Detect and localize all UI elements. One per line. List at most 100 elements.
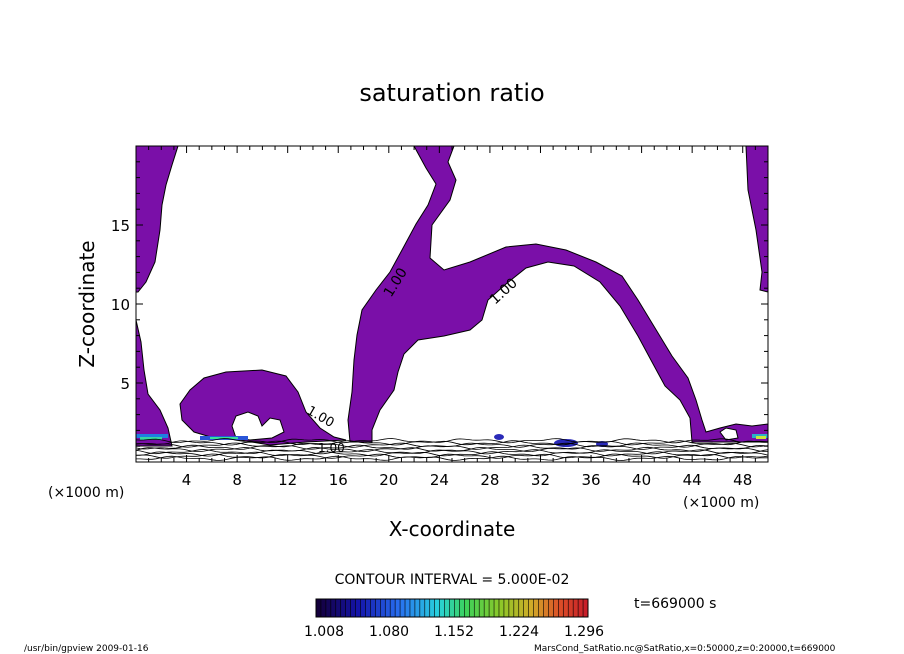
- x-axis-title: X-coordinate: [389, 517, 516, 541]
- colorbar-segment: [494, 599, 500, 617]
- footer-left: /usr/bin/gpview 2009-01-16: [24, 644, 149, 654]
- colorbar-segment: [395, 599, 401, 617]
- colorbar-labels: 1.008 1.080 1.152 1.224 1.296: [304, 624, 604, 640]
- colorbar-segment: [439, 599, 445, 617]
- colorbar-segment: [320, 599, 327, 617]
- x-tick-label-6: 28: [480, 471, 499, 489]
- colorbar-label-3: 1.224: [499, 624, 539, 640]
- colorbar-segment: [459, 599, 465, 617]
- surface-contour-line: [136, 444, 768, 450]
- y-tick-label-2: 15: [111, 217, 130, 235]
- colorbar-segment: [316, 599, 322, 617]
- colorbar-segment: [330, 599, 337, 617]
- colorbar-segment: [489, 599, 495, 617]
- surface-contour-line: [136, 438, 768, 444]
- y-tick-label-0: 5: [120, 375, 130, 393]
- colorbar-segment: [543, 599, 549, 617]
- plot-area: [136, 146, 768, 462]
- colorbar-segment: [385, 599, 391, 617]
- region-central-arch: [347, 146, 768, 443]
- colorbar-segment: [375, 599, 381, 617]
- colorbar-segment: [370, 599, 376, 617]
- x-axis: 4 8 12 16 20 24 28 32 36 40 44 48: [148, 146, 756, 489]
- colorbar-segment: [479, 599, 485, 617]
- x-tick-label-4: 20: [379, 471, 398, 489]
- colorbar: [315, 599, 589, 617]
- contour-interval-text: CONTOUR INTERVAL = 5.000E-02: [335, 572, 570, 588]
- x-tick-label-7: 32: [531, 471, 550, 489]
- colorbar-segment: [400, 599, 406, 617]
- surface-contour-lines: [136, 438, 768, 461]
- colorbar-segment: [434, 599, 440, 617]
- x-unit-label-right: (×1000 m): [683, 495, 759, 511]
- time-text: t=669000 s: [634, 596, 716, 612]
- footer-right: MarsCond_SatRatio.nc@SatRatio,x=0:50000,…: [534, 644, 836, 654]
- colorbar-segment: [558, 599, 564, 617]
- contour-label-4: 1.00: [318, 441, 345, 455]
- x-tick-label-9: 40: [632, 471, 651, 489]
- x-tick-label-0: 4: [182, 471, 192, 489]
- colorbar-segment: [405, 599, 411, 617]
- colorbar-segment: [523, 599, 529, 617]
- colorbar-segment: [464, 599, 470, 617]
- colorbar-segment: [578, 599, 584, 617]
- colorbar-segment: [365, 599, 371, 617]
- x-tick-label-3: 16: [329, 471, 348, 489]
- colorbar-segment: [513, 599, 520, 617]
- colorbar-segment: [335, 599, 342, 617]
- colorbar-segment: [548, 599, 554, 617]
- x-tick-label-11: 48: [733, 471, 752, 489]
- x-tick-label-1: 8: [232, 471, 242, 489]
- colorbar-segment: [429, 599, 435, 617]
- colorbar-segment: [414, 599, 421, 617]
- colorbar-segment: [419, 599, 426, 617]
- x-tick-label-5: 24: [430, 471, 449, 489]
- colorbar-label-1: 1.080: [369, 624, 409, 640]
- colorbar-segment: [484, 599, 490, 617]
- y-axis: 5 10 15: [111, 161, 768, 447]
- colorbar-segment: [424, 599, 431, 617]
- colorbar-segment: [360, 599, 366, 617]
- colorbar-segment: [474, 599, 480, 617]
- y-axis-title: Z-coordinate: [75, 240, 99, 367]
- colorbar-segment: [528, 599, 534, 617]
- colorbar-segment: [444, 599, 450, 617]
- y-tick-label-1: 10: [111, 296, 130, 314]
- colorbar-segment: [469, 599, 475, 617]
- colorbar-label-4: 1.296: [564, 624, 604, 640]
- colorbar-segment: [409, 599, 416, 617]
- colorbar-segment: [380, 599, 386, 617]
- colorbar-segment: [583, 599, 589, 617]
- region-left-lower: [136, 319, 173, 447]
- x-unit-label-left: (×1000 m): [48, 485, 124, 501]
- colorbar-segment: [533, 599, 539, 617]
- surface-contour-line: [136, 446, 768, 453]
- colorbar-segment: [350, 599, 356, 617]
- colorbar-segment: [498, 599, 505, 617]
- colorbar-frame: [315, 598, 589, 618]
- surface-contour-line: [136, 451, 768, 457]
- colorbar-segment: [553, 599, 559, 617]
- colorbar-segment: [449, 599, 455, 617]
- colorbar-segment: [563, 599, 569, 617]
- colorbar-segment: [538, 599, 544, 617]
- colorbar-segment: [568, 599, 574, 617]
- colorbar-segment: [503, 599, 510, 617]
- colorbar-segment: [508, 599, 515, 617]
- x-tick-label-10: 44: [683, 471, 702, 489]
- colorbar-segment: [355, 599, 361, 617]
- colorbar-label-2: 1.152: [434, 624, 474, 640]
- region-left-column: [136, 146, 179, 293]
- colorbar-segment: [325, 599, 332, 617]
- colorbar-segment: [454, 599, 460, 617]
- colorbar-segment: [340, 599, 346, 617]
- chart-title: saturation ratio: [359, 79, 544, 107]
- colorbar-label-0: 1.008: [304, 624, 344, 640]
- colorbar-segment: [573, 599, 579, 617]
- colorbar-segment: [390, 599, 396, 617]
- colorbar-segment: [518, 599, 525, 617]
- x-tick-label-8: 36: [581, 471, 600, 489]
- x-tick-label-2: 12: [278, 471, 297, 489]
- colorbar-segment: [345, 599, 351, 617]
